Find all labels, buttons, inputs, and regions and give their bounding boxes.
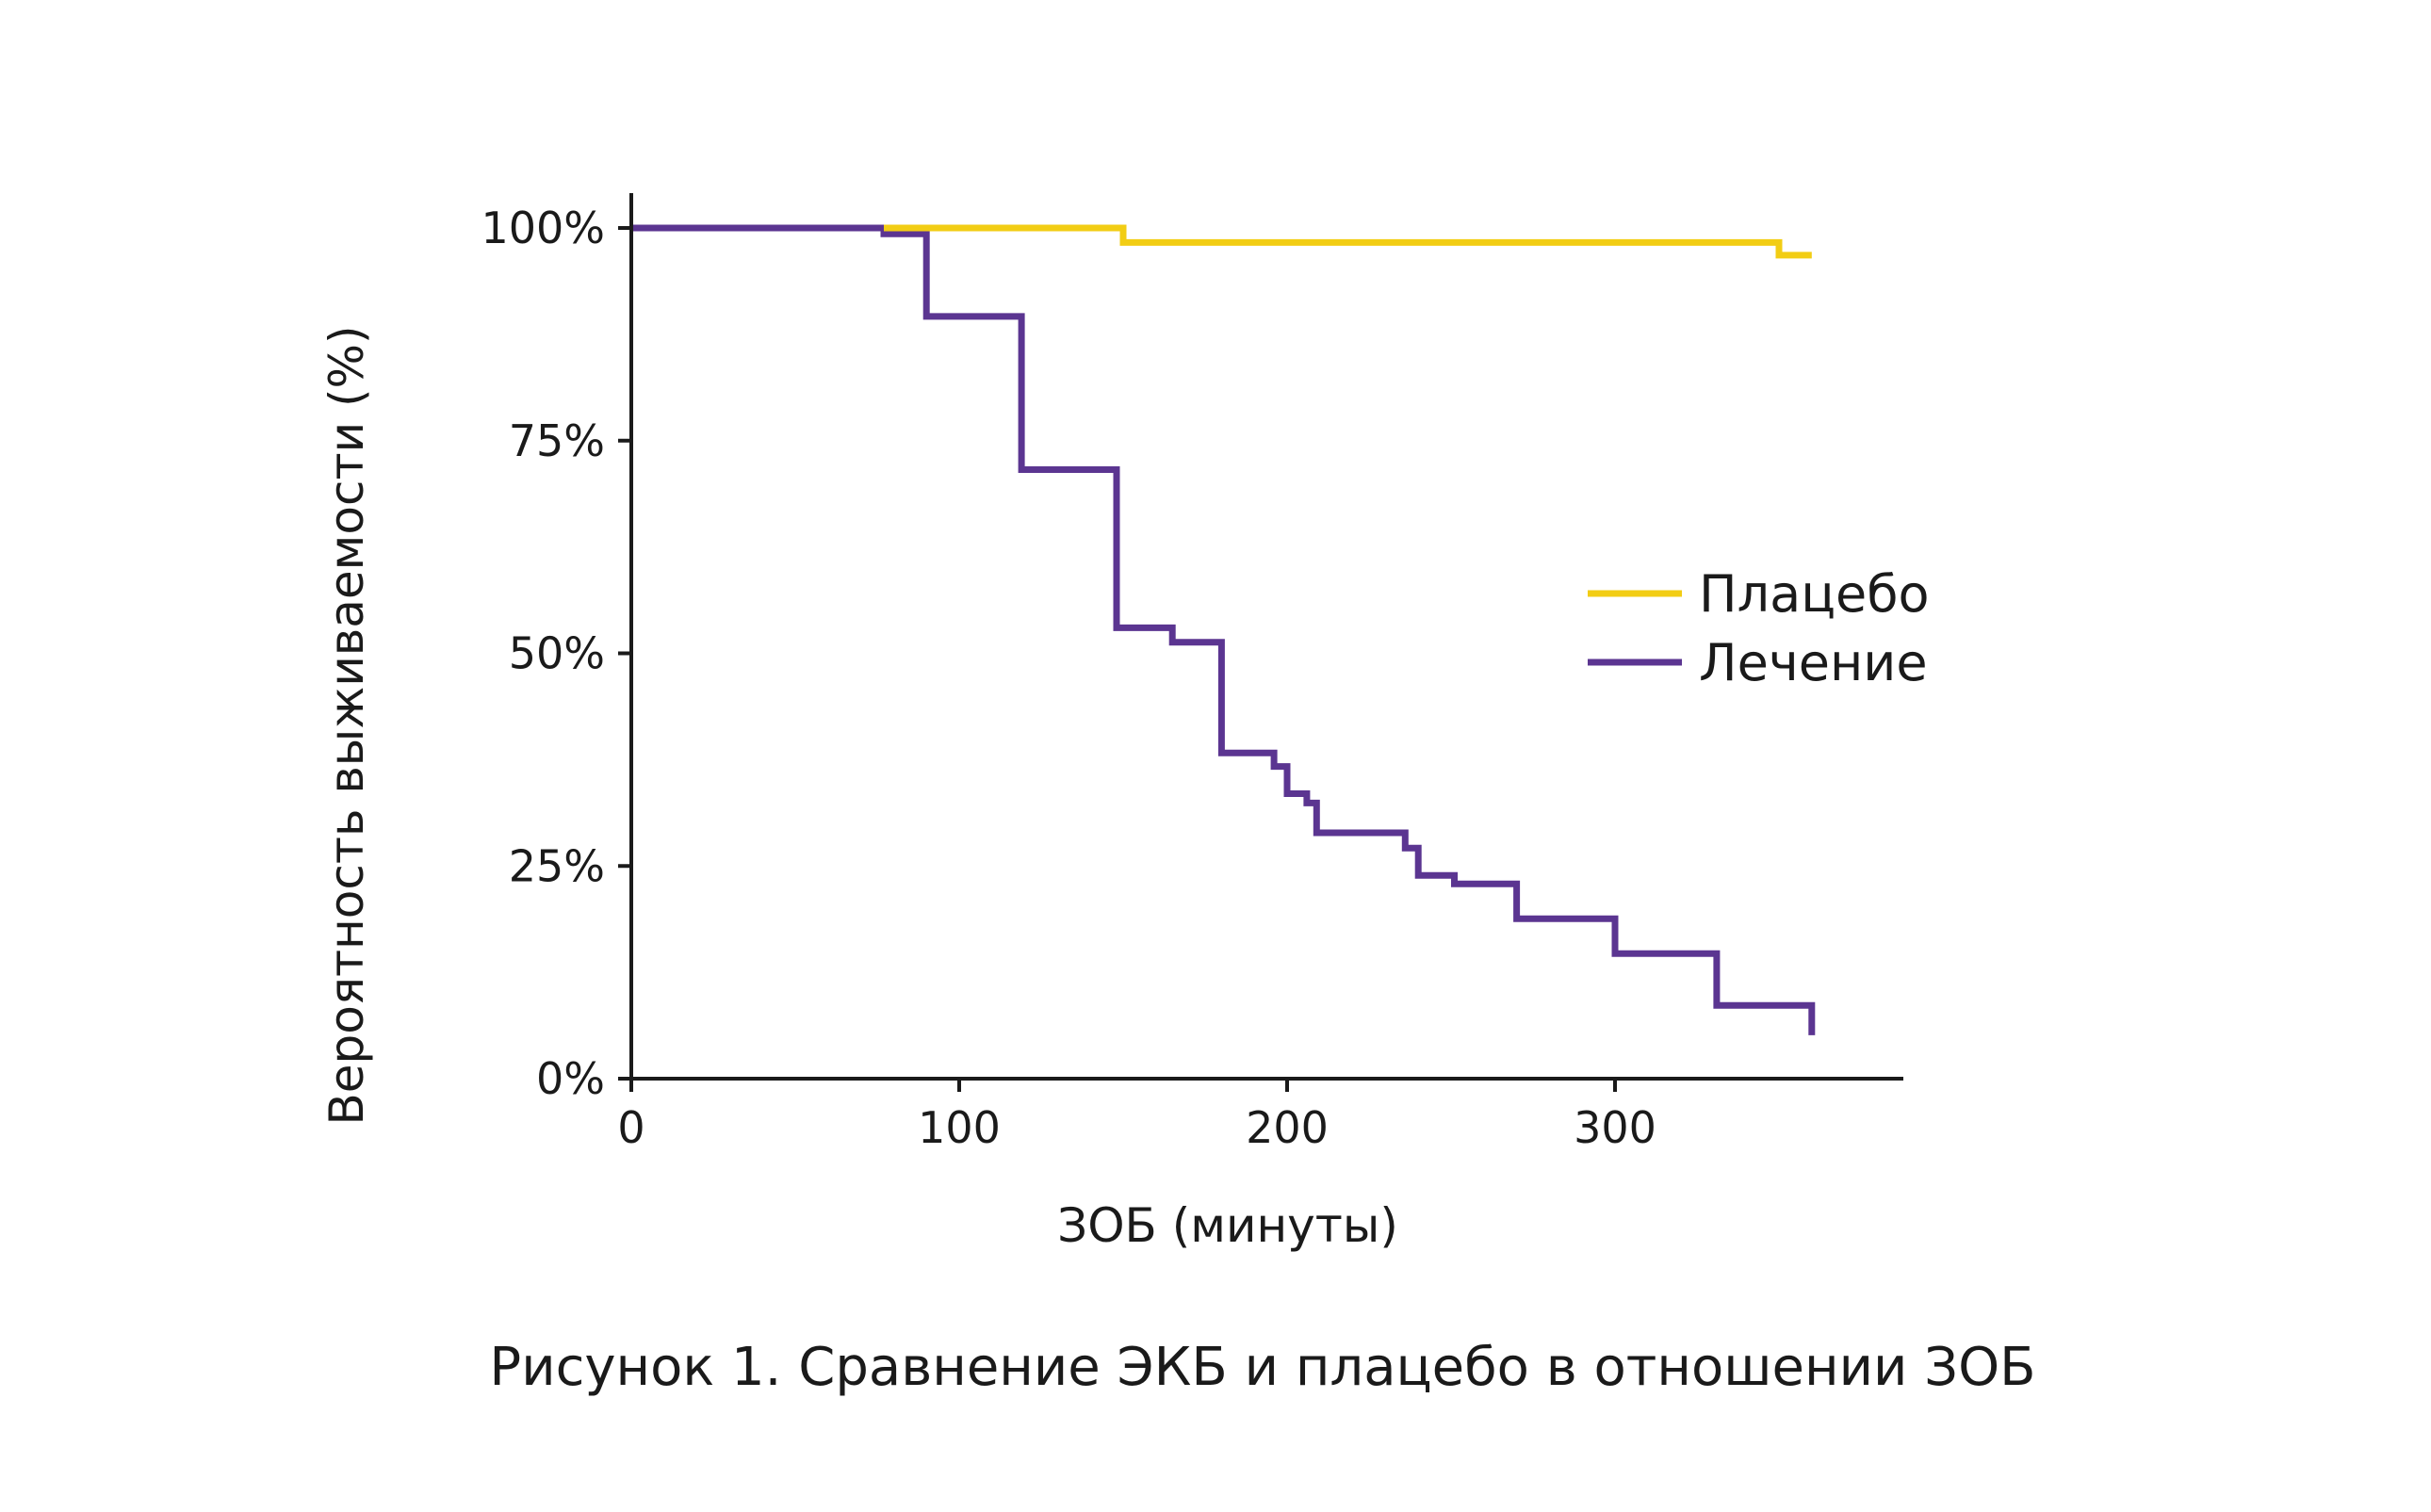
y-ticks: 0% 25% 50% 75% 100% xyxy=(481,203,631,1104)
figure-caption: Рисунок 1. Сравнение ЭКБ и плацебо в отн… xyxy=(489,1337,2035,1398)
y-tick-label: 100% xyxy=(481,203,605,253)
y-tick-label: 25% xyxy=(509,840,605,891)
series-layer xyxy=(631,224,1816,1035)
series-line-treatment xyxy=(631,224,1816,1035)
legend-label: Плацебо xyxy=(1699,564,1930,624)
x-ticks: 0 100 200 300 xyxy=(617,1079,1656,1153)
x-axis-title: ЗОБ (минуты) xyxy=(1057,1198,1398,1253)
y-tick-label: 0% xyxy=(536,1053,605,1104)
y-tick-label: 50% xyxy=(509,628,605,679)
series-line-placebo xyxy=(884,224,1812,259)
x-tick-label: 0 xyxy=(617,1102,644,1153)
x-tick-label: 300 xyxy=(1574,1102,1656,1153)
x-tick-label: 100 xyxy=(918,1102,1001,1153)
legend: Плацебо Лечение xyxy=(1588,564,1930,692)
y-axis-title: Вероятность выживаемости (%) xyxy=(319,325,374,1125)
y-tick-label: 75% xyxy=(509,415,605,466)
legend-label: Лечение xyxy=(1699,633,1928,692)
x-tick-label: 200 xyxy=(1246,1102,1329,1153)
